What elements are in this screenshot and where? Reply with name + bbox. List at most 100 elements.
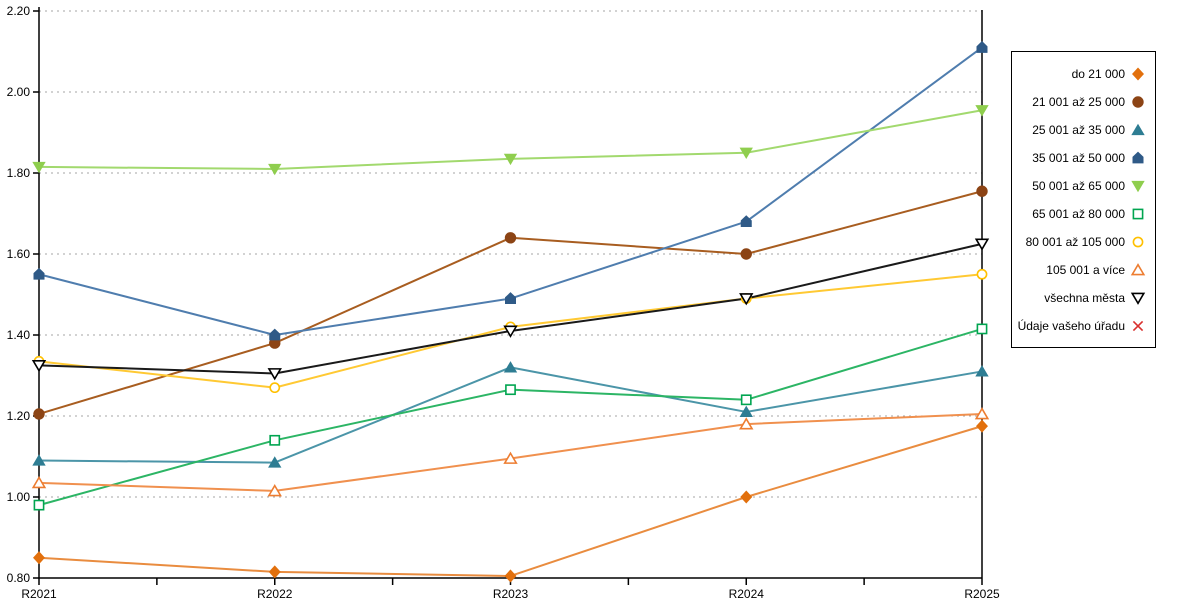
data-point-marker-diamond-icon [976,419,988,433]
y-tick-label: 2.00 [7,85,31,99]
legend-item: 25 001 až 35 000 [1021,116,1146,143]
legend-circle-marker-icon [1132,95,1144,108]
data-point-marker-triangle-down-icon [503,153,518,166]
data-point-marker-diamond-icon [33,551,45,565]
legend-item-label: do 21 000 [1071,66,1125,81]
y-tick-label: 2.20 [7,4,31,18]
legend-square-marker-icon [1132,208,1144,219]
legend-triangle-up-marker-icon [1130,262,1146,275]
data-point-marker-square-icon [33,499,45,511]
legend-item: Údaje vašeho úřadu [1017,312,1146,339]
legend-triangle-up-marker-icon [1131,123,1145,135]
chart-legend: do 21 000 21 001 až 25 000 25 001 až 35 00… [1011,51,1156,348]
data-point-marker-triangle-up-icon [739,405,753,418]
data-point-marker-diamond-icon [740,490,753,504]
data-point-marker-triangle-up-icon [503,361,518,373]
legend-item-label: všechna města [1044,290,1125,305]
legend-item-label: 65 001 až 80 000 [1032,206,1125,221]
legend-item: 65 001 až 80 000 [1021,200,1146,227]
data-point-marker-square-icon [976,323,988,335]
legend-item-label: 105 001 a více [1046,262,1125,277]
data-point-marker-square-icon [505,384,516,396]
diamond-glyph [1132,66,1144,81]
data-point-marker-triangle-up-icon [739,417,754,430]
data-point-marker-triangle-up-icon [503,451,518,464]
data-point-marker-circle-icon [976,268,988,280]
series-line-triangle-up [38,366,983,464]
data-point-marker-circle-icon [976,185,988,197]
legend-item-label: 50 001 až 65 000 [1032,178,1125,193]
x-tick-label: R2022 [257,587,293,600]
triangle-up-glyph [1131,123,1145,135]
data-point-marker-circle-icon [504,232,517,244]
square-glyph [1132,208,1144,219]
data-point-marker-triangle-down-icon [975,105,989,117]
legend-item: 35 001 až 50 000 [1021,144,1146,171]
y-tick-label: 1.00 [7,490,31,504]
legend-diamond-marker-icon [1132,66,1144,81]
legend-pentagon-marker-icon [1132,151,1144,163]
y-tick-label: 1.40 [7,328,31,342]
legend-item: 50 001 až 65 000 [1021,172,1146,199]
y-tick-label: 0.80 [7,571,31,585]
circle-glyph [1132,95,1144,108]
data-point-marker-square-icon [269,434,281,446]
series-line-triangle-down [38,242,983,375]
data-point-marker-circle-icon [740,248,752,260]
legend-item: všechna města [1021,284,1146,311]
legend-item-label: 21 001 až 25 000 [1032,94,1125,109]
legend-x-marker-icon [1132,320,1144,331]
x-tick-label: R2021 [21,587,57,600]
data-point-marker-triangle-up-icon [975,365,989,377]
y-tick-label: 1.20 [7,409,31,423]
legend-triangle-down-marker-icon [1131,180,1145,192]
y-tick-label: 1.60 [7,247,31,261]
x-tick-label: R2024 [729,587,765,600]
legend-triangle-down-marker-icon [1130,292,1146,305]
legend-item: 80 001 až 105 000 [1021,228,1146,255]
data-point-marker-circle-icon [33,408,45,420]
legend-item-label: Údaje vašeho úřadu [1017,318,1125,333]
x-tick-label: R2025 [964,587,1000,600]
data-point-marker-triangle-up-icon [31,475,47,489]
data-point-marker-triangle-down-icon [32,161,46,174]
data-point-marker-diamond-icon [504,569,517,583]
legend-item-label: 25 001 až 35 000 [1032,122,1125,137]
data-point-marker-triangle-down-icon [739,147,753,160]
series-line-square [38,327,983,507]
data-point-marker-triangle-up-icon [268,456,282,468]
triangle-down-glyph [1131,180,1145,192]
triangle-down-glyph [1130,292,1146,305]
data-point-marker-triangle-up-icon [32,454,46,466]
legend-circle-marker-icon [1132,236,1144,247]
data-point-marker-pentagon-icon [740,215,752,227]
data-point-marker-triangle-down-icon [31,359,47,373]
data-point-marker-triangle-down-icon [974,238,990,251]
data-point-marker-pentagon-icon [976,41,988,53]
legend-item: do 21 000 [1021,60,1146,87]
data-point-marker-pentagon-icon [505,292,516,304]
data-point-marker-square-icon [740,394,752,406]
data-point-marker-triangle-up-icon [974,407,990,420]
legend-item: 21 001 až 25 000 [1021,88,1146,115]
legend-item-label: 80 001 až 105 000 [1025,234,1125,249]
series-line-pentagon [38,46,983,336]
data-point-marker-triangle-down-icon [739,293,754,306]
triangle-up-glyph [1130,262,1146,275]
y-tick-label: 1.80 [7,166,31,180]
data-point-marker-triangle-down-icon [267,368,282,381]
legend-item-label: 35 001 až 50 000 [1032,150,1125,165]
x-glyph [1132,320,1144,331]
x-tick-label: R2023 [493,587,529,600]
legend-item: 105 001 a více [1021,256,1146,283]
series-line-diamond [38,425,983,577]
data-point-marker-triangle-down-icon [503,325,518,338]
circle-glyph [1132,236,1144,247]
data-point-marker-triangle-up-icon [267,484,282,497]
data-point-marker-pentagon-icon [269,328,281,341]
data-point-marker-pentagon-icon [33,267,45,280]
pentagon-glyph [1132,151,1144,163]
data-point-marker-diamond-icon [268,565,281,579]
